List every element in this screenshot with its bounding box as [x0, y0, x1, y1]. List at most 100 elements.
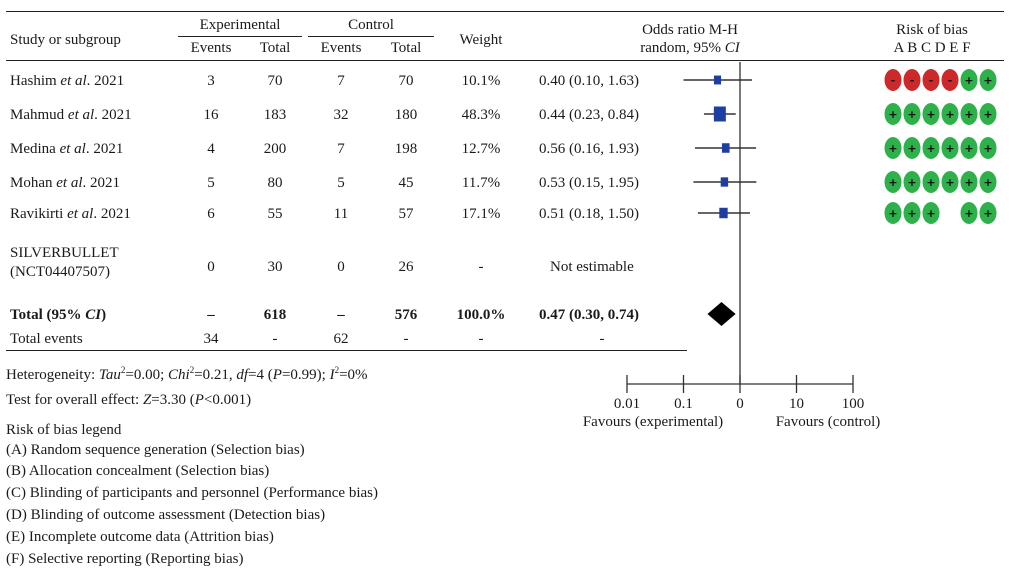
heterogeneity: Heterogeneity: Tau2=0.00; Chi2=0.21, df=…	[6, 365, 368, 383]
silverbullet-name-line1: SILVERBULLET	[10, 245, 119, 261]
total-or-text: 0.47 (0.30, 0.74)	[539, 307, 639, 323]
total-ctl-total: 576	[394, 307, 418, 323]
or-text: 0.56 (0.16, 1.93)	[539, 141, 639, 157]
exp-total: 55	[267, 206, 283, 222]
rob-plus-sign: +	[888, 176, 897, 189]
rob-low-dot	[979, 171, 997, 193]
exp-events: 5	[207, 175, 215, 191]
rob-low-dot	[884, 103, 902, 125]
rob-low-dot	[960, 103, 978, 125]
favours-control-label: Favours (control)	[776, 414, 881, 430]
rob-plus-sign: +	[907, 176, 916, 189]
events-exp-events: 34	[203, 331, 219, 347]
silverbullet-name-line2: (NCT04407507)	[10, 264, 110, 280]
total-exp-events: –	[207, 307, 215, 323]
rob-low-dot	[960, 69, 978, 91]
rob-minus-sign: -	[948, 74, 953, 87]
rob-low-dot	[960, 171, 978, 193]
rob-low-dot	[979, 69, 997, 91]
rob-high-dot	[884, 69, 902, 91]
total-ctl-events: –	[337, 307, 345, 323]
rob-minus-sign: -	[910, 74, 915, 87]
overall-effect: Test for overall effect: Z=3.30 (P<0.001…	[6, 392, 252, 408]
x-tick-label: 10	[789, 396, 804, 412]
legend-item: (D) Blinding of outcome assessment (Dete…	[6, 507, 326, 523]
events-label: Total events	[10, 331, 83, 347]
rob-plus-sign: +	[983, 142, 992, 155]
ctl-total: 45	[398, 175, 414, 191]
col-header-ctl-total: Total	[390, 40, 422, 56]
or-line2-prefix: random, 95%	[640, 40, 725, 56]
events-exp-total: -	[272, 331, 278, 347]
rob-low-dot	[884, 202, 902, 224]
point-estimate	[713, 106, 726, 122]
rob-low-dot	[922, 103, 940, 125]
rob-plus-sign: +	[983, 108, 992, 121]
total-label: Total (95% CI)	[10, 307, 107, 323]
ctl-events: 11	[333, 206, 349, 222]
rob-plus-sign: +	[964, 207, 973, 220]
rob-plus-sign: +	[907, 108, 916, 121]
total-weight: 100.0%	[456, 307, 506, 323]
rob-low-dot	[941, 171, 959, 193]
rob-plus-sign: +	[964, 142, 973, 155]
experimental-underline	[178, 36, 302, 37]
events-or-text: -	[599, 331, 605, 347]
col-header-weight: Weight	[459, 32, 503, 48]
col-header-or-line1: Odds ratio M-H	[642, 22, 738, 38]
rob-low-dot	[941, 103, 959, 125]
events-weight: -	[478, 331, 484, 347]
silverbullet-ctl-total: 26	[398, 259, 414, 275]
ctl-total: 198	[394, 141, 418, 157]
ctl-total: 180	[394, 107, 418, 123]
study-name: Mohan et al. 2021	[10, 175, 120, 191]
silverbullet-weight: -	[478, 259, 484, 275]
rob-low-dot	[979, 202, 997, 224]
rob-plus-sign: +	[926, 108, 935, 121]
silverbullet-or-text: Not estimable	[550, 259, 634, 275]
weight: 11.7%	[461, 175, 501, 191]
rob-low-dot	[884, 171, 902, 193]
col-header-exp-total: Total	[259, 40, 291, 56]
rob-plus-sign: +	[964, 176, 973, 189]
rob-minus-sign: -	[891, 74, 896, 87]
rob-high-dot	[903, 69, 921, 91]
point-estimate	[720, 177, 729, 187]
point-estimate	[713, 75, 722, 85]
favours-experimental-label: Favours (experimental)	[583, 414, 723, 430]
or-line2-ci: CI	[724, 40, 740, 56]
silverbullet-ctl-events: 0	[337, 259, 345, 275]
or-text: 0.53 (0.15, 1.95)	[539, 175, 639, 191]
exp-events: 6	[207, 206, 215, 222]
point-estimate	[721, 143, 730, 153]
x-tick-label: 0.01	[614, 396, 640, 412]
silverbullet-exp-events: 0	[207, 259, 215, 275]
rob-plus-sign: +	[926, 176, 935, 189]
rob-low-dot	[960, 202, 978, 224]
weight: 10.1%	[461, 73, 501, 89]
col-header-rob-letters: A B C D E F	[893, 40, 971, 56]
exp-total: 80	[267, 175, 283, 191]
rob-plus-sign: +	[907, 142, 916, 155]
exp-events: 4	[207, 141, 215, 157]
pooled-diamond	[707, 302, 736, 326]
rob-plus-sign: +	[983, 74, 992, 87]
exp-events: 16	[203, 107, 219, 123]
rob-low-dot	[903, 103, 921, 125]
rob-plus-sign: +	[945, 108, 954, 121]
legend-item: (C) Blinding of participants and personn…	[6, 485, 378, 501]
rob-plus-sign: +	[888, 108, 897, 121]
study-name: Ravikirti et al. 2021	[10, 206, 131, 222]
rob-plus-sign: +	[945, 176, 954, 189]
weight: 17.1%	[461, 206, 501, 222]
header-rule	[6, 60, 1004, 61]
rob-low-dot	[922, 171, 940, 193]
legend-item: (E) Incomplete outcome data (Attrition b…	[6, 529, 274, 545]
control-underline	[308, 36, 434, 37]
rob-low-dot	[922, 202, 940, 224]
rob-plus-sign: +	[888, 207, 897, 220]
rob-plus-sign: +	[964, 74, 973, 87]
events-ctl-events: 62	[333, 331, 349, 347]
rob-plus-sign: +	[983, 207, 992, 220]
